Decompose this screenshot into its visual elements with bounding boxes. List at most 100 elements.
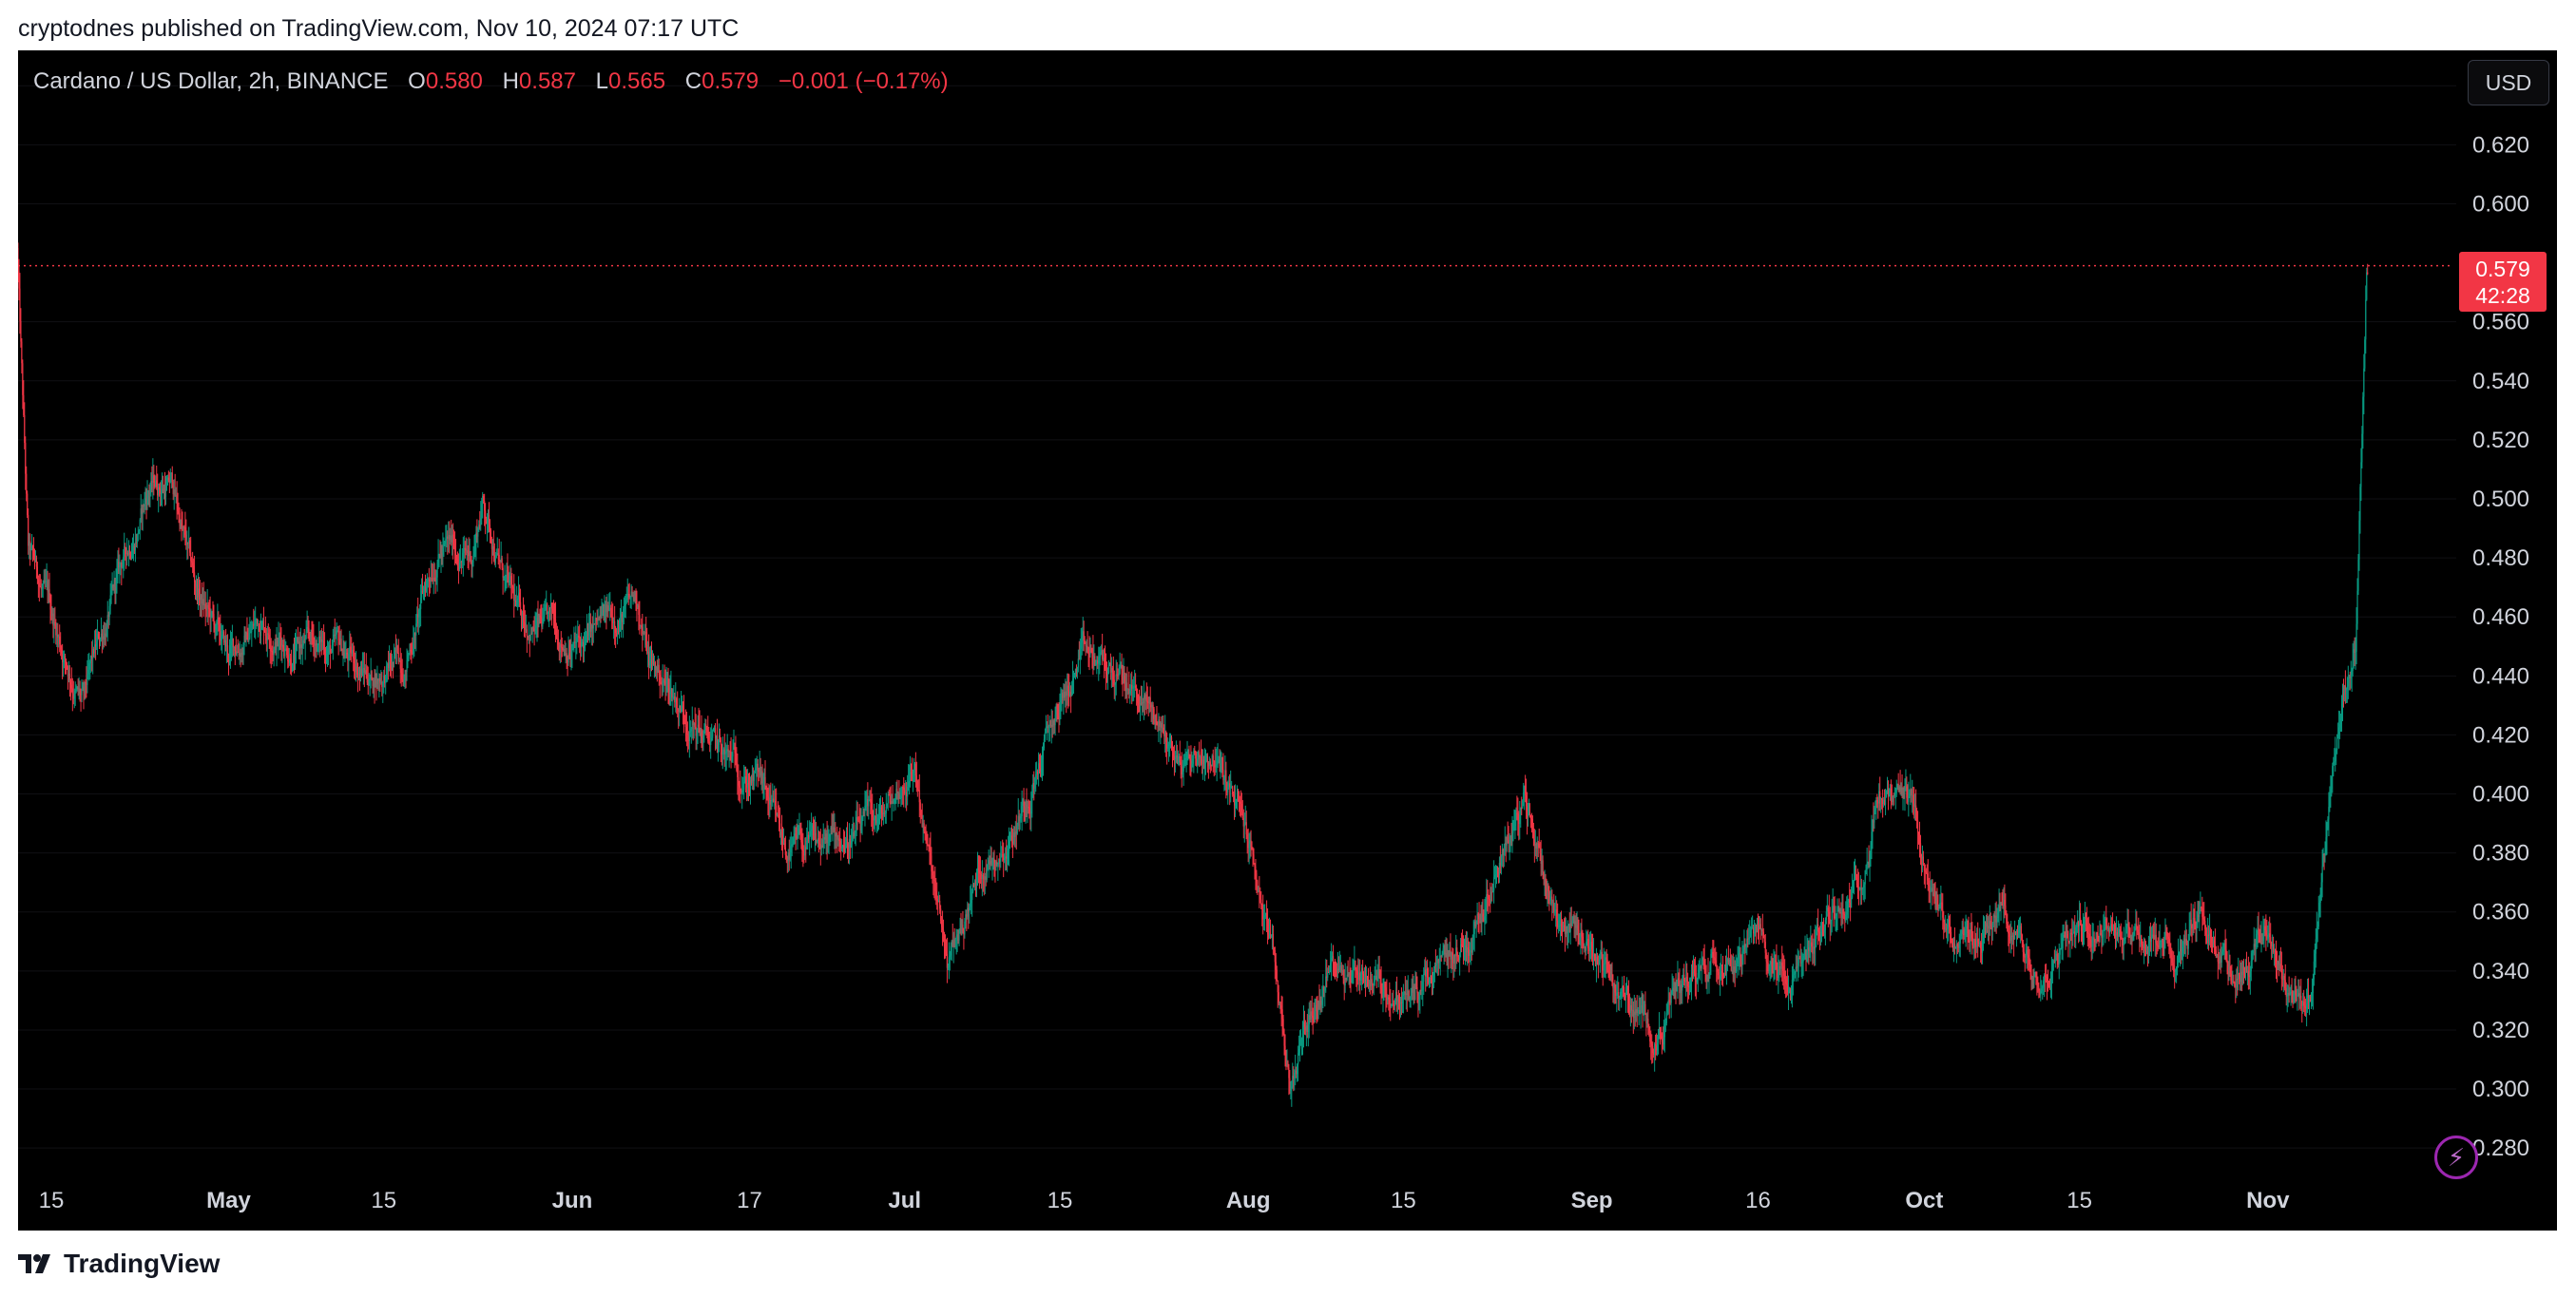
candle-body (648, 661, 651, 666)
candle-body (331, 645, 333, 653)
candle-body (1688, 985, 1691, 987)
candle-body (272, 651, 274, 655)
candle-body (187, 542, 189, 544)
candle-body (958, 930, 960, 941)
candle-body (1093, 656, 1095, 659)
candle-body (360, 668, 363, 676)
chart-panel[interactable]: 0.6400.6200.6000.5600.5400.5200.5000.480… (18, 50, 2557, 1231)
candle-body (896, 789, 898, 794)
candle-body (561, 647, 563, 649)
candle-body (1240, 801, 1241, 805)
candle-body (144, 498, 146, 501)
candle-body (55, 623, 57, 636)
candle-body (805, 847, 807, 849)
candle-body (1233, 795, 1236, 806)
candle-body (85, 681, 87, 683)
candle-body (1794, 971, 1796, 974)
candle-body (1702, 958, 1704, 961)
candle-body (2169, 943, 2171, 951)
candle-body (1363, 979, 1366, 983)
candle-body (2074, 931, 2076, 938)
candle-body (664, 682, 666, 684)
candle-body (2116, 932, 2119, 937)
candle-body (647, 651, 649, 654)
candle-body (1973, 939, 1975, 948)
candle-body (1026, 805, 1028, 809)
candle-body (443, 544, 445, 548)
candle-body (1511, 832, 1513, 837)
candle-body (1184, 757, 1186, 765)
candle-body (412, 652, 413, 655)
candle-body (2102, 937, 2104, 939)
candle-body (1632, 1009, 1634, 1019)
candle-body (1148, 697, 1150, 704)
candle-body (502, 567, 504, 578)
candle-body (2281, 979, 2283, 981)
candle-body (1540, 853, 1542, 864)
candle-body (1082, 631, 1084, 638)
candle-body (49, 601, 51, 610)
candle-body (2159, 941, 2161, 947)
candle-body (2308, 996, 2311, 999)
candle-body (2051, 963, 2054, 972)
candle-body (174, 489, 176, 496)
candle-body (184, 527, 186, 535)
candle-body (799, 829, 801, 834)
candle-body (544, 610, 546, 617)
candle-body (1103, 658, 1105, 659)
candle-body (279, 636, 281, 639)
candle-body (1394, 1000, 1396, 1006)
candle-body (699, 727, 701, 735)
candle-body (701, 732, 702, 739)
candle-body (734, 747, 736, 754)
candle-body (698, 724, 700, 728)
candle-body (213, 614, 215, 625)
candle-body (230, 640, 233, 646)
candle-body (773, 798, 775, 803)
candle-body (950, 945, 952, 956)
candle-body (658, 664, 660, 676)
candle-body (586, 627, 588, 636)
candle-body (2015, 930, 2018, 933)
candle-body (67, 667, 69, 677)
candle-body (481, 504, 483, 518)
candle-body (460, 562, 462, 563)
candle-body (1396, 996, 1399, 1002)
candle-body (1070, 692, 1072, 696)
candle-body (208, 607, 210, 609)
candles-layer (18, 242, 2369, 1107)
candle-body (1753, 927, 1755, 934)
candle-body (2148, 937, 2151, 944)
candle-body (883, 812, 885, 814)
candle-body (979, 872, 981, 874)
candle-body (571, 648, 573, 652)
candle-body (621, 614, 624, 622)
price-chart[interactable]: 0.6400.6200.6000.5600.5400.5200.5000.480… (18, 50, 2557, 1231)
candle-body (1526, 794, 1528, 807)
candle-body (688, 732, 690, 742)
candle-body (687, 735, 689, 742)
candle-body (1766, 961, 1768, 964)
candle-body (2090, 945, 2092, 947)
candle-body (1817, 924, 1819, 932)
candle-body (2218, 962, 2220, 964)
candle-body (1509, 843, 1510, 845)
candle-body (572, 641, 574, 649)
candle-body (2267, 936, 2269, 939)
candle-body (875, 815, 877, 824)
candle-body (1061, 693, 1063, 701)
candle-body (2211, 942, 2214, 945)
candle-body (1264, 915, 1266, 917)
candle-body (124, 546, 125, 558)
candle-body (1648, 1026, 1650, 1034)
candle-body (2216, 954, 2218, 958)
candle-body (793, 837, 795, 845)
candle-body (2111, 929, 2114, 931)
candle-body (212, 611, 214, 615)
candle-body (1693, 969, 1696, 974)
candle-body (2286, 996, 2288, 998)
candle-body (1548, 891, 1550, 901)
candle-body (72, 694, 74, 699)
candle-body (652, 658, 655, 664)
candle-body (1200, 756, 1201, 758)
